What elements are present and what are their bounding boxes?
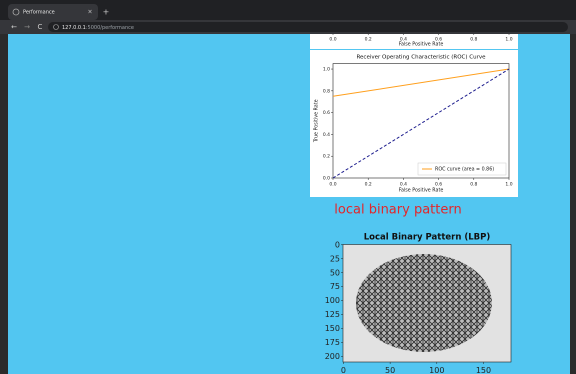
y-tick-label: 25 <box>330 254 340 263</box>
x-tick-label: 0.8 <box>470 37 477 43</box>
tab-title: Performance <box>23 10 55 16</box>
legend-label: ROC curve (area = 0.86) <box>435 167 494 173</box>
y-tick-label: 0.6 <box>323 110 330 116</box>
y-tick-label: 75 <box>330 282 340 291</box>
x-tick-label: 0.6 <box>435 182 442 188</box>
y-tick-label: 50 <box>330 268 340 277</box>
url-path: :5000/performance <box>86 25 134 31</box>
y-tick-label: 1.0 <box>323 67 330 73</box>
x-axis-label: False Positive Rate <box>399 188 444 194</box>
right-edge <box>570 34 576 374</box>
new-tab[interactable]: + <box>103 8 110 17</box>
x-tick-label: 1.0 <box>505 182 512 188</box>
x-tick-label: 0.0 <box>329 37 336 43</box>
chart-title: Local Binary Pattern (LBP) <box>364 233 491 243</box>
x-tick-label: 100 <box>429 366 444 374</box>
y-tick-label: 0.4 <box>323 132 330 138</box>
x-tick-label: 50 <box>385 366 395 374</box>
y-tick-label: 200 <box>325 352 340 361</box>
reload-button[interactable]: C <box>38 23 43 31</box>
page: local binary pattern 0.0 0.2 0.4 0.6 0.8 1.0 F… <box>0 33 576 374</box>
y-tick-label: 125 <box>325 310 340 319</box>
y-tick-label: 100 <box>325 296 340 305</box>
x-tick-label: 0.4 <box>400 182 407 188</box>
caption: local binary pattern <box>334 203 461 218</box>
x-tick-label: 150 <box>476 366 491 374</box>
forward-button[interactable]: → <box>24 23 30 31</box>
x-tick-label: 0.0 <box>329 182 336 188</box>
x-tick-label: 0.2 <box>365 182 372 188</box>
url: 127.0.0.1:5000/performance <box>62 25 134 31</box>
y-tick-label: 0.8 <box>323 88 330 94</box>
back-button[interactable]: ← <box>11 23 17 31</box>
y-tick-label: 150 <box>325 324 340 333</box>
y-tick-label: 0.2 <box>323 154 330 160</box>
y-tick-label: 175 <box>325 338 340 347</box>
url-host: 127.0.0.1 <box>62 25 86 31</box>
left-edge <box>0 34 8 374</box>
y-tick-label: 0 <box>335 240 340 249</box>
x-tick-label: 1.0 <box>505 37 512 43</box>
lbp-texture <box>356 254 492 352</box>
screen: Performance × + ← → C 127.0.0.1:5000/per… <box>0 0 576 374</box>
chart-title: Receiver Operating Characteristic (ROC) … <box>356 55 486 61</box>
x-axis-label: False Positive Rate <box>399 42 444 48</box>
x-tick-label: 0.8 <box>470 182 477 188</box>
x-tick-label: 0 <box>341 366 346 374</box>
y-tick-label: 0.0 <box>323 176 330 182</box>
x-tick-label: 0.2 <box>365 37 372 43</box>
tab-close[interactable]: × <box>87 9 92 16</box>
y-axis-label: True Positive Rate <box>314 99 320 143</box>
